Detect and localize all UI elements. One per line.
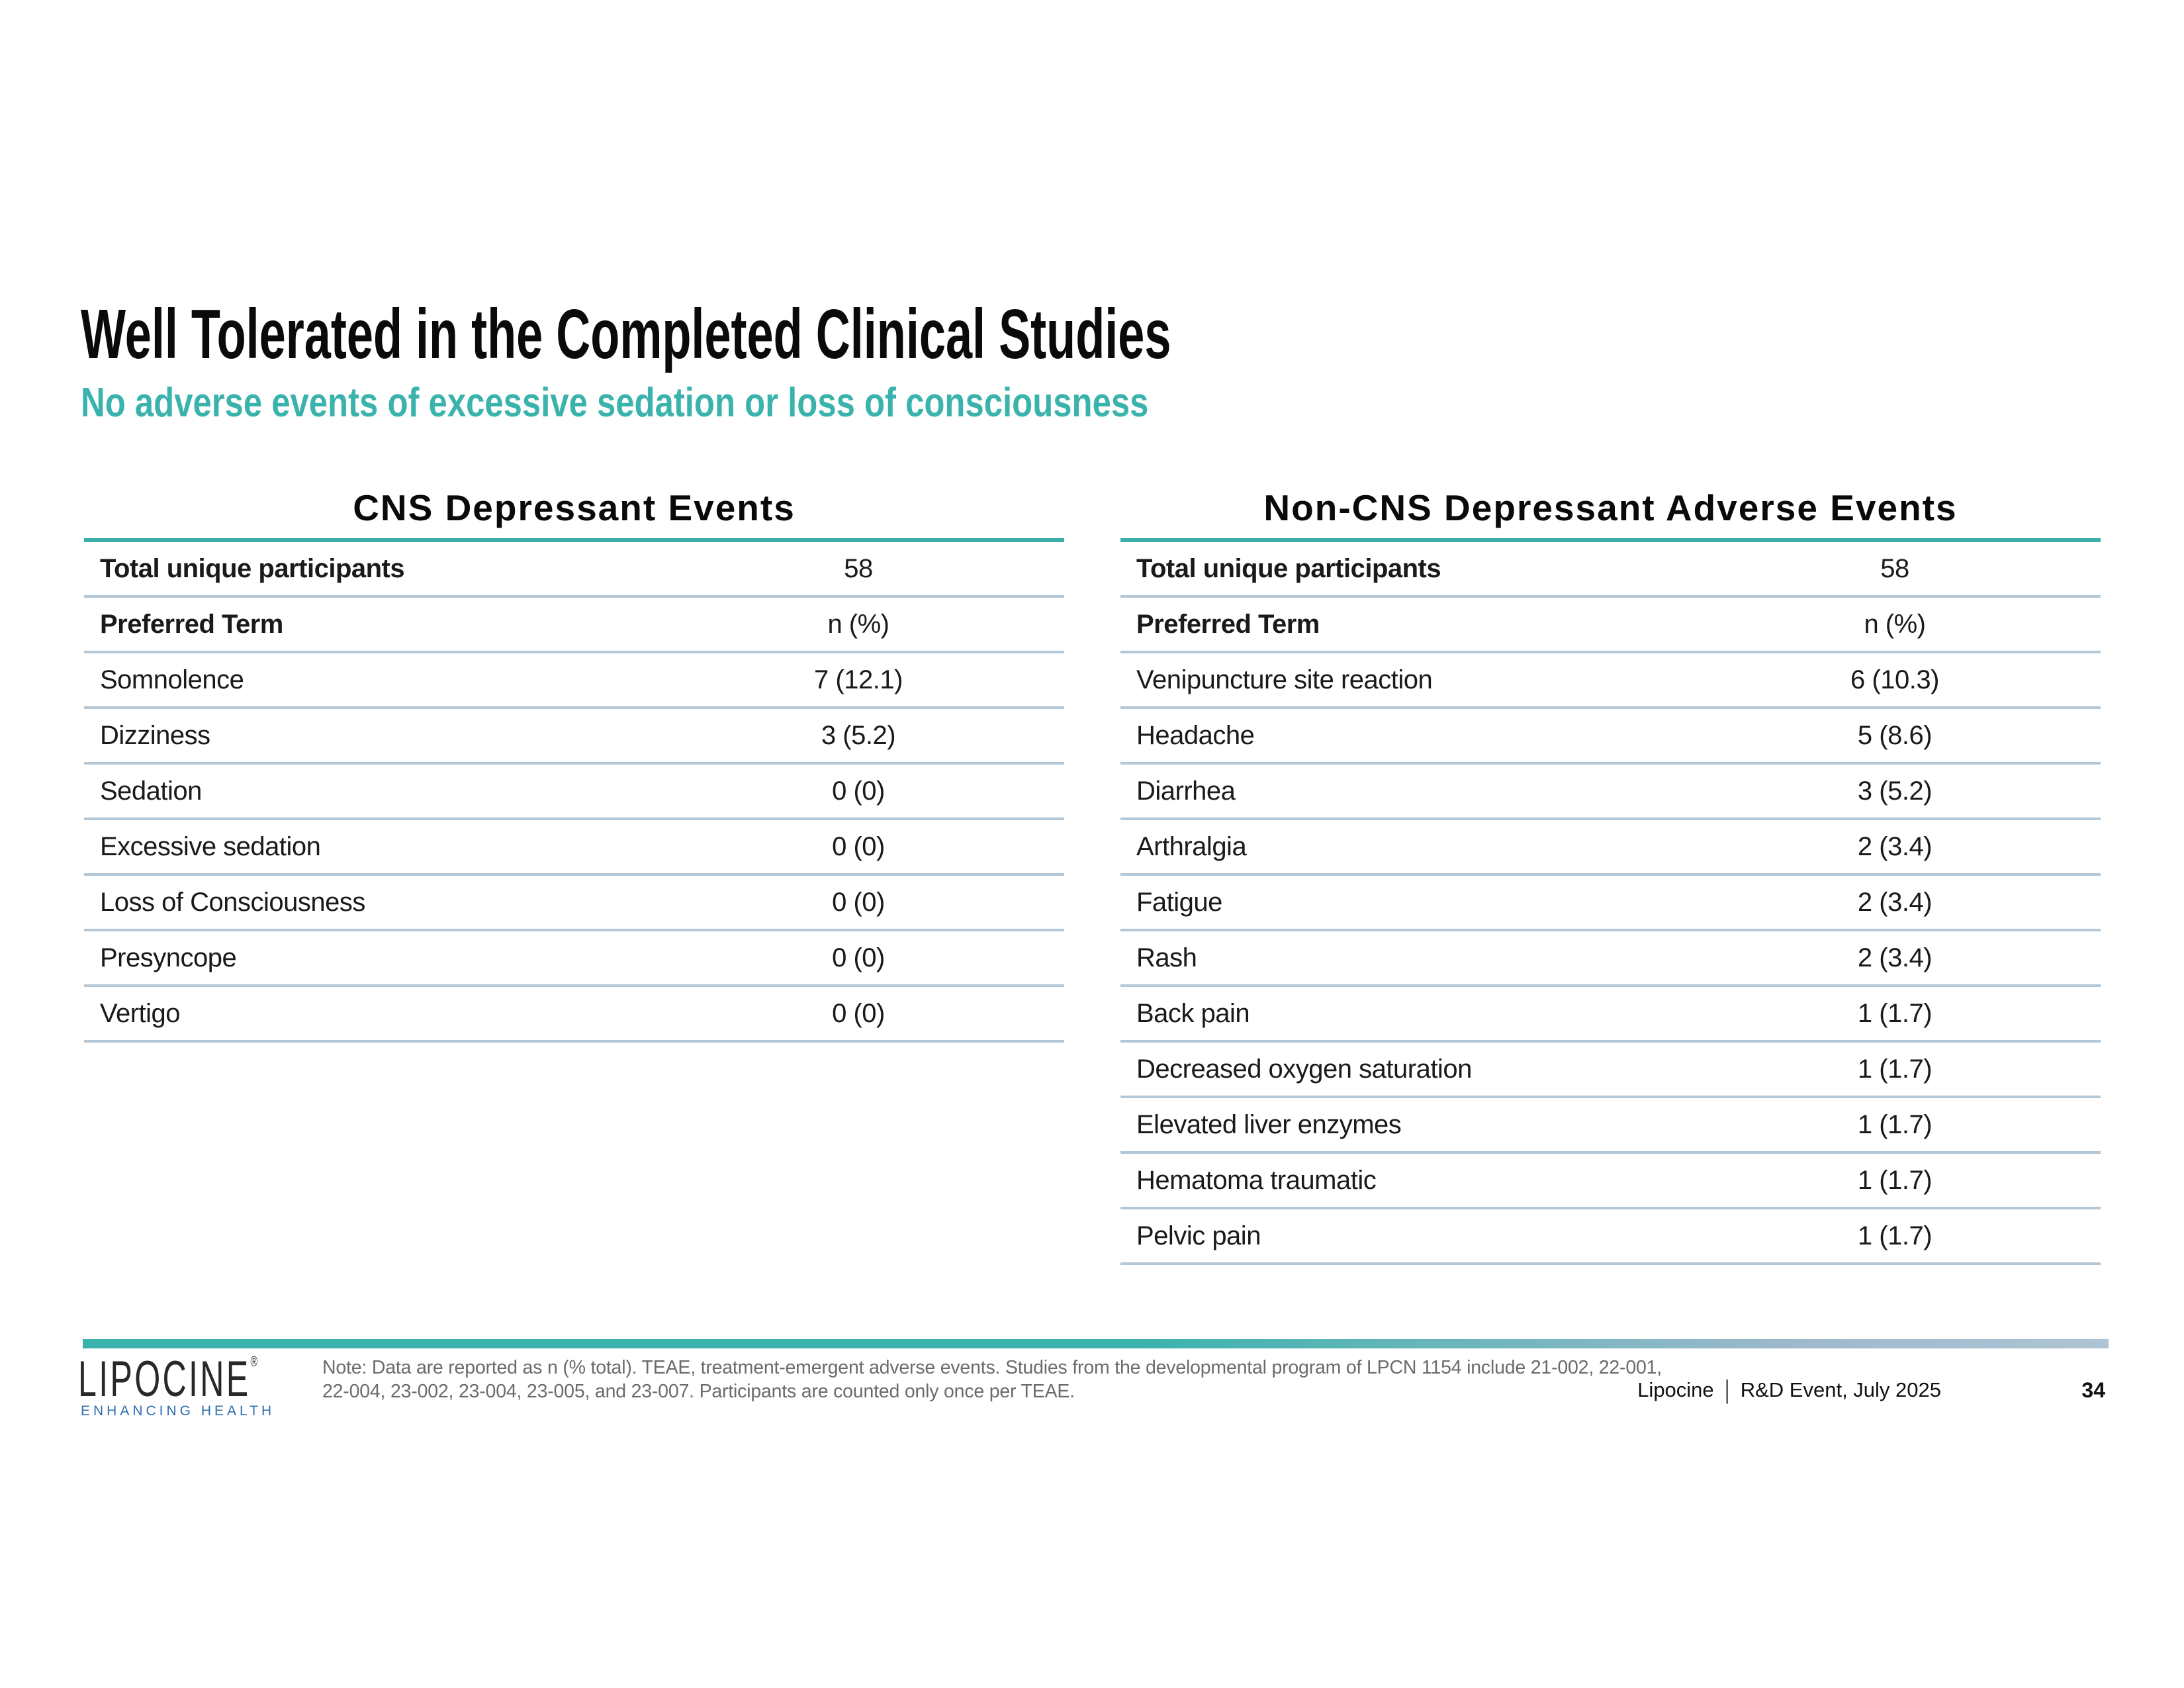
table-row: Headache 5 (8.6) bbox=[1120, 709, 2101, 765]
row-value: 3 (5.2) bbox=[821, 720, 896, 750]
row-value: n (%) bbox=[1864, 609, 1926, 639]
table-row: Total unique participants 58 bbox=[84, 542, 1064, 598]
row-value: 2 (3.4) bbox=[1857, 831, 1933, 861]
row-label: Decreased oxygen saturation bbox=[1136, 1054, 1472, 1084]
row-value: n (%) bbox=[827, 609, 889, 639]
cns-events-table: Total unique participants 58 Preferred T… bbox=[84, 538, 1064, 1043]
table-row: Pelvic pain 1 (1.7) bbox=[1120, 1209, 2101, 1265]
page-number: 34 bbox=[2081, 1378, 2105, 1402]
row-value: 0 (0) bbox=[832, 998, 885, 1028]
row-label: Venipuncture site reaction bbox=[1136, 665, 1433, 694]
footer-credit-separator: | bbox=[1724, 1375, 1730, 1405]
row-value: 7 (12.1) bbox=[814, 665, 903, 694]
table-row: Presyncope 0 (0) bbox=[84, 931, 1064, 987]
row-label: Pelvic pain bbox=[1136, 1221, 1261, 1250]
row-label: Vertigo bbox=[100, 998, 181, 1028]
row-value: 1 (1.7) bbox=[1857, 1054, 1933, 1084]
cns-table-title: CNS Depressant Events bbox=[353, 487, 796, 528]
non-cns-events-table: Total unique participants 58 Preferred T… bbox=[1120, 538, 2101, 1265]
table-row: Rash 2 (3.4) bbox=[1120, 931, 2101, 987]
logo-tagline: ENHANCING HEALTH bbox=[81, 1403, 275, 1419]
table-row: Preferred Term n (%) bbox=[1120, 598, 2101, 653]
row-value: 0 (0) bbox=[832, 831, 885, 861]
row-value: 0 (0) bbox=[832, 776, 885, 806]
row-value: 1 (1.7) bbox=[1857, 998, 1933, 1028]
row-label: Diarrhea bbox=[1136, 776, 1236, 806]
row-value: 2 (3.4) bbox=[1857, 887, 1933, 917]
table-row: Vertigo 0 (0) bbox=[84, 987, 1064, 1043]
table-row: Preferred Term n (%) bbox=[84, 598, 1064, 653]
non-cns-table-title: Non-CNS Depressant Adverse Events bbox=[1263, 487, 1958, 528]
row-label: Excessive sedation bbox=[100, 831, 321, 861]
row-value: 2 (3.4) bbox=[1857, 943, 1933, 972]
table-row: Diarrhea 3 (5.2) bbox=[1120, 765, 2101, 820]
row-value: 6 (10.3) bbox=[1850, 665, 1939, 694]
row-label: Headache bbox=[1136, 720, 1255, 750]
row-label: Preferred Term bbox=[1136, 609, 1320, 639]
page-title: Well Tolerated in the Completed Clinical… bbox=[81, 295, 1171, 373]
row-value: 1 (1.7) bbox=[1857, 1221, 1933, 1250]
footnote-line-2: 22-004, 23-002, 23-004, 23-005, and 23-0… bbox=[322, 1381, 1075, 1402]
row-label: Presyncope bbox=[100, 943, 237, 972]
row-value: 0 (0) bbox=[832, 887, 885, 917]
registered-mark: ® bbox=[250, 1353, 258, 1370]
row-value: 58 bbox=[1880, 553, 1909, 583]
table-row: Total unique participants 58 bbox=[1120, 542, 2101, 598]
footnote: Note: Data are reported as n (% total). … bbox=[322, 1356, 1662, 1403]
row-label: Elevated liver enzymes bbox=[1136, 1109, 1402, 1139]
table-row: Loss of Consciousness 0 (0) bbox=[84, 876, 1064, 931]
table-row: Venipuncture site reaction 6 (10.3) bbox=[1120, 653, 2101, 709]
page-subtitle: No adverse events of excessive sedation … bbox=[81, 380, 1149, 426]
row-label: Preferred Term bbox=[100, 609, 283, 639]
row-value: 58 bbox=[844, 553, 873, 583]
table-row: Somnolence 7 (12.1) bbox=[84, 653, 1064, 709]
table-row: Fatigue 2 (3.4) bbox=[1120, 876, 2101, 931]
table-row: Elevated liver enzymes 1 (1.7) bbox=[1120, 1098, 2101, 1154]
row-value: 1 (1.7) bbox=[1857, 1165, 1933, 1195]
lipocine-logo-text: LIPOCINE bbox=[78, 1351, 251, 1407]
row-label: Total unique participants bbox=[1136, 553, 1441, 583]
row-label: Arthralgia bbox=[1136, 831, 1247, 861]
footnote-line-1: Note: Data are reported as n (% total). … bbox=[322, 1357, 1662, 1378]
table-row: Decreased oxygen saturation 1 (1.7) bbox=[1120, 1043, 2101, 1098]
table-row: Sedation 0 (0) bbox=[84, 765, 1064, 820]
row-label: Somnolence bbox=[100, 665, 244, 694]
footer-divider-bar bbox=[83, 1339, 2109, 1348]
footer-credit-event: R&D Event, July 2025 bbox=[1740, 1378, 1941, 1401]
lipocine-logo: LIPOCINE® bbox=[78, 1354, 257, 1405]
table-row: Excessive sedation 0 (0) bbox=[84, 820, 1064, 876]
row-label: Hematoma traumatic bbox=[1136, 1165, 1377, 1195]
table-row: Back pain 1 (1.7) bbox=[1120, 987, 2101, 1043]
row-label: Dizziness bbox=[100, 720, 210, 750]
row-value: 5 (8.6) bbox=[1857, 720, 1933, 750]
row-label: Fatigue bbox=[1136, 887, 1222, 917]
footer-credit-company: Lipocine bbox=[1637, 1378, 1714, 1401]
table-row: Hematoma traumatic 1 (1.7) bbox=[1120, 1154, 2101, 1209]
row-label: Sedation bbox=[100, 776, 202, 806]
row-value: 1 (1.7) bbox=[1857, 1109, 1933, 1139]
row-label: Loss of Consciousness bbox=[100, 887, 365, 917]
row-value: 3 (5.2) bbox=[1857, 776, 1933, 806]
table-row: Dizziness 3 (5.2) bbox=[84, 709, 1064, 765]
row-value: 0 (0) bbox=[832, 943, 885, 972]
row-label: Rash bbox=[1136, 943, 1197, 972]
row-label: Total unique participants bbox=[100, 553, 405, 583]
table-row: Arthralgia 2 (3.4) bbox=[1120, 820, 2101, 876]
row-label: Back pain bbox=[1136, 998, 1250, 1028]
footer-credit: Lipocine | R&D Event, July 2025 bbox=[1637, 1376, 1941, 1405]
